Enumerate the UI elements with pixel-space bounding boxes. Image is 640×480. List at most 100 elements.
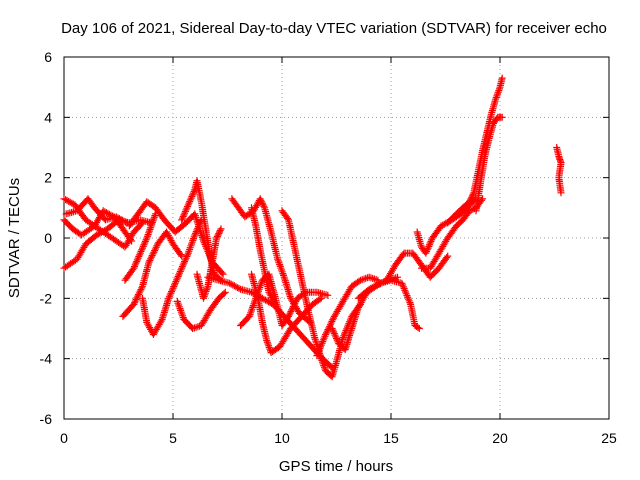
data-point [440,220,448,228]
data-point [180,259,188,267]
data-point [147,255,155,263]
series-arc-13 [228,195,314,326]
data-point [182,254,190,262]
data-point [469,190,477,198]
data-point [186,198,194,205]
data-point [145,258,153,266]
data-point [177,251,185,259]
data-point [426,241,433,249]
data-point [234,284,241,292]
data-point [437,222,445,230]
data-point [135,291,142,298]
data-point [148,252,156,260]
data-point [218,269,226,277]
data-point [468,192,476,200]
data-point [184,203,191,210]
data-point [184,251,191,259]
data-point [401,286,409,294]
data-point [375,280,382,288]
data-point [494,88,502,96]
series-arc-15 [237,270,332,329]
data-point [141,239,149,247]
data-point [327,319,335,327]
data-point [157,317,165,325]
data-point [65,197,73,205]
data-point [466,196,474,204]
data-point [443,254,451,262]
data-point [134,292,142,300]
series-arc-17 [278,207,364,381]
data-point [394,273,401,281]
y-axis-label: SDTVAR / TECUs [6,178,23,298]
data-point [466,207,473,215]
data-point [478,196,485,204]
data-point [285,311,293,319]
data-point [168,286,176,294]
y-tick-label: -2 [40,290,53,306]
data-point [93,231,101,239]
series-arc-2 [60,207,136,245]
data-point [181,208,189,215]
data-point [333,335,340,343]
data-point [330,328,338,336]
data-point [168,288,175,296]
data-point [313,352,321,360]
data-point [415,325,423,332]
data-point [179,261,187,269]
data-point [329,326,337,334]
data-point [102,209,110,217]
data-point [257,196,265,204]
data-point [68,199,76,207]
data-point [176,268,184,275]
y-tick-label: 0 [44,230,52,246]
data-point [188,192,196,200]
data-point [191,231,199,239]
data-point [189,191,197,199]
data-point [185,199,193,207]
data-point [467,195,475,203]
data-point [183,252,191,260]
x-axis-label: GPS time / hours [279,458,393,475]
data-point [227,280,235,288]
data-point [134,254,142,262]
data-point [179,213,187,220]
data-point [139,244,146,252]
data-point [200,293,208,301]
data-point [316,295,324,303]
series-arc-4 [62,195,131,227]
data-point [328,325,336,332]
data-point [498,74,506,82]
data-point [314,348,322,356]
x-tick-label: 15 [383,430,399,446]
data-point [143,234,151,242]
data-point [136,249,144,257]
x-tick-label: 0 [60,430,68,446]
data-point [425,242,433,250]
data-point [260,202,268,210]
data-point [232,283,240,291]
data-point [367,284,375,292]
x-tick-label: 25 [601,430,617,446]
data-point [138,284,146,292]
data-point [262,296,269,304]
series-arc-25 [472,113,506,215]
data-point [140,241,148,249]
chart-title: Day 106 of 2021, Sidereal Day-to-day VTE… [61,20,607,37]
data-point [263,297,271,305]
data-point [131,261,139,269]
data-point [289,303,297,311]
data-point [176,269,183,277]
data-point [166,291,174,299]
data-point [557,189,565,197]
data-point [147,253,155,261]
data-point [172,278,180,286]
data-point [492,95,500,103]
data-point [318,339,326,347]
data-point [189,189,197,197]
data-point [422,249,430,257]
data-point [131,297,139,305]
data-point [226,279,234,287]
data-point [151,212,159,220]
data-point [423,247,431,255]
